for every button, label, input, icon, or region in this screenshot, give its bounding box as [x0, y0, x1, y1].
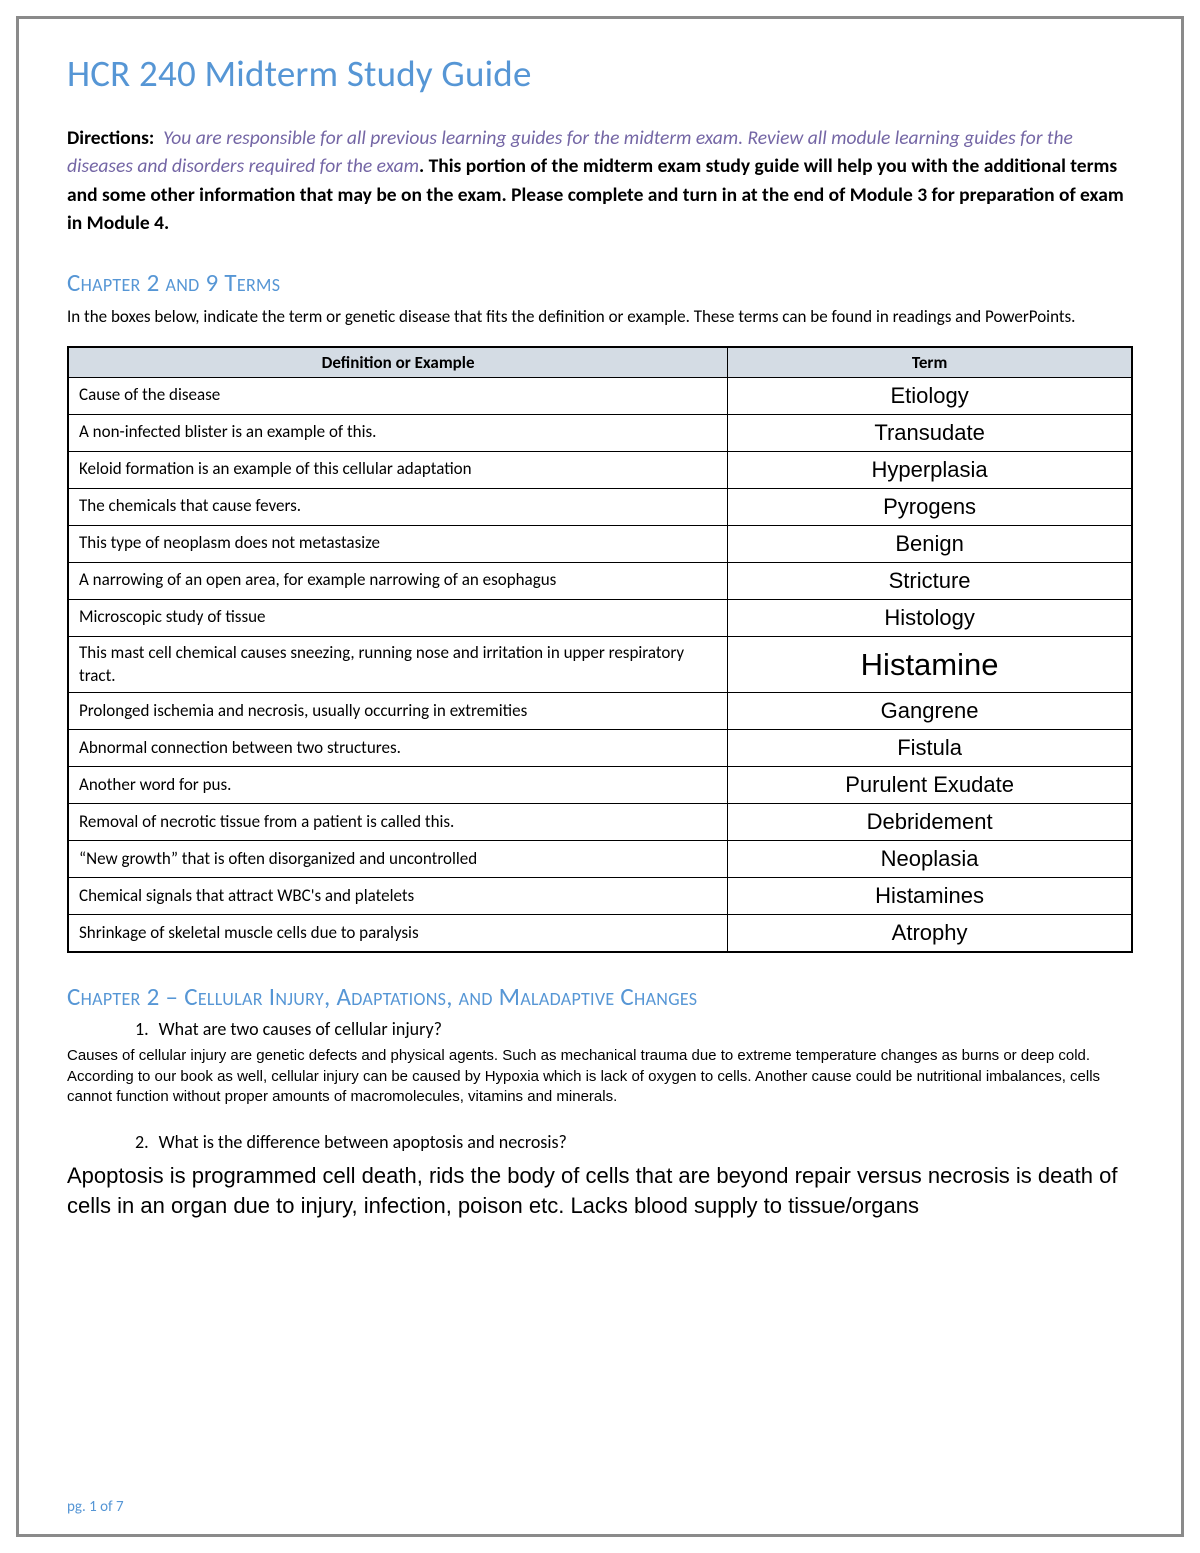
directions-label: Directions:: [67, 126, 154, 150]
table-cell-definition: A narrowing of an open area, for example…: [68, 562, 728, 599]
table-row: Keloid formation is an example of this c…: [68, 451, 1132, 488]
table-cell-term: Atrophy: [728, 915, 1132, 953]
table-cell-term: Histamines: [728, 878, 1132, 915]
table-cell-definition: “New growth” that is often disorganized …: [68, 841, 728, 878]
table-cell-definition: Microscopic study of tissue: [68, 599, 728, 636]
table-row: A non-infected blister is an example of …: [68, 414, 1132, 451]
table-row: Chemical signals that attract WBC's and …: [68, 878, 1132, 915]
table-cell-definition: Keloid formation is an example of this c…: [68, 451, 728, 488]
terms-table: Definition or Example Term Cause of the …: [67, 346, 1133, 954]
table-cell-definition: Removal of necrotic tissue from a patien…: [68, 804, 728, 841]
document-page: HCR 240 Midterm Study Guide Directions: …: [16, 16, 1184, 1537]
table-row: Removal of necrotic tissue from a patien…: [68, 804, 1132, 841]
table-cell-term: Debridement: [728, 804, 1132, 841]
directions-paragraph: Directions: You are responsible for all …: [67, 124, 1133, 237]
table-row: The chemicals that cause fevers.Pyrogens: [68, 488, 1132, 525]
table-cell-definition: A non-infected blister is an example of …: [68, 414, 728, 451]
section1-intro: In the boxes below, indicate the term or…: [67, 304, 1133, 330]
question-2-number: 2.: [135, 1131, 149, 1153]
question-1: 1. What are two causes of cellular injury…: [135, 1018, 1133, 1040]
table-row: “New growth” that is often disorganized …: [68, 841, 1132, 878]
table-cell-definition: The chemicals that cause fevers.: [68, 488, 728, 525]
question-list: 1. What are two causes of cellular injury…: [67, 1018, 1133, 1040]
section2-heading: Chapter 2 – Cellular Injury, Adaptations…: [67, 981, 1133, 1012]
page-title: HCR 240 Midterm Study Guide: [67, 51, 1133, 96]
table-row: This type of neoplasm does not metastasi…: [68, 525, 1132, 562]
table-cell-term: Purulent Exudate: [728, 767, 1132, 804]
table-cell-definition: Cause of the disease: [68, 377, 728, 414]
table-cell-term: Transudate: [728, 414, 1132, 451]
table-cell-definition: Another word for pus.: [68, 767, 728, 804]
question-2-text: What is the difference between apoptosis…: [159, 1131, 567, 1153]
table-header-row: Definition or Example Term: [68, 347, 1132, 378]
table-cell-term: Gangrene: [728, 693, 1132, 730]
question-2: 2. What is the difference between apoptos…: [135, 1131, 1133, 1153]
table-cell-definition: This type of neoplasm does not metastasi…: [68, 525, 728, 562]
question-list-2: 2. What is the difference between apoptos…: [67, 1131, 1133, 1153]
table-header-def: Definition or Example: [68, 347, 728, 378]
table-cell-definition: Shrinkage of skeletal muscle cells due t…: [68, 915, 728, 953]
answer-1: Causes of cellular injury are genetic de…: [67, 1046, 1133, 1107]
table-cell-definition: Prolonged ischemia and necrosis, usually…: [68, 693, 728, 730]
answer-2: Apoptosis is programmed cell death, rids…: [67, 1161, 1133, 1220]
table-cell-term: Benign: [728, 525, 1132, 562]
section1-heading: Chapter 2 and 9 Terms: [67, 267, 1133, 298]
page-footer: pg. 1 of 7: [67, 1498, 124, 1516]
question-1-number: 1.: [135, 1018, 149, 1040]
table-cell-term: Stricture: [728, 562, 1132, 599]
table-cell-definition: Abnormal connection between two structur…: [68, 730, 728, 767]
table-row: Microscopic study of tissueHistology: [68, 599, 1132, 636]
table-row: Prolonged ischemia and necrosis, usually…: [68, 693, 1132, 730]
table-row: Another word for pus.Purulent Exudate: [68, 767, 1132, 804]
terms-table-body: Cause of the diseaseEtiologyA non-infect…: [68, 377, 1132, 952]
table-header-term: Term: [728, 347, 1132, 378]
table-row: Shrinkage of skeletal muscle cells due t…: [68, 915, 1132, 953]
table-cell-term: Etiology: [728, 377, 1132, 414]
table-cell-term: Neoplasia: [728, 841, 1132, 878]
table-row: This mast cell chemical causes sneezing,…: [68, 636, 1132, 693]
table-row: Cause of the diseaseEtiology: [68, 377, 1132, 414]
table-row: Abnormal connection between two structur…: [68, 730, 1132, 767]
table-cell-term: Pyrogens: [728, 488, 1132, 525]
table-cell-term: Hyperplasia: [728, 451, 1132, 488]
table-cell-definition: This mast cell chemical causes sneezing,…: [68, 636, 728, 693]
table-row: A narrowing of an open area, for example…: [68, 562, 1132, 599]
question-1-text: What are two causes of cellular injury?: [159, 1018, 442, 1040]
table-cell-term: Fistula: [728, 730, 1132, 767]
table-cell-definition: Chemical signals that attract WBC's and …: [68, 878, 728, 915]
table-cell-term: Histology: [728, 599, 1132, 636]
table-cell-term: Histamine: [728, 636, 1132, 693]
